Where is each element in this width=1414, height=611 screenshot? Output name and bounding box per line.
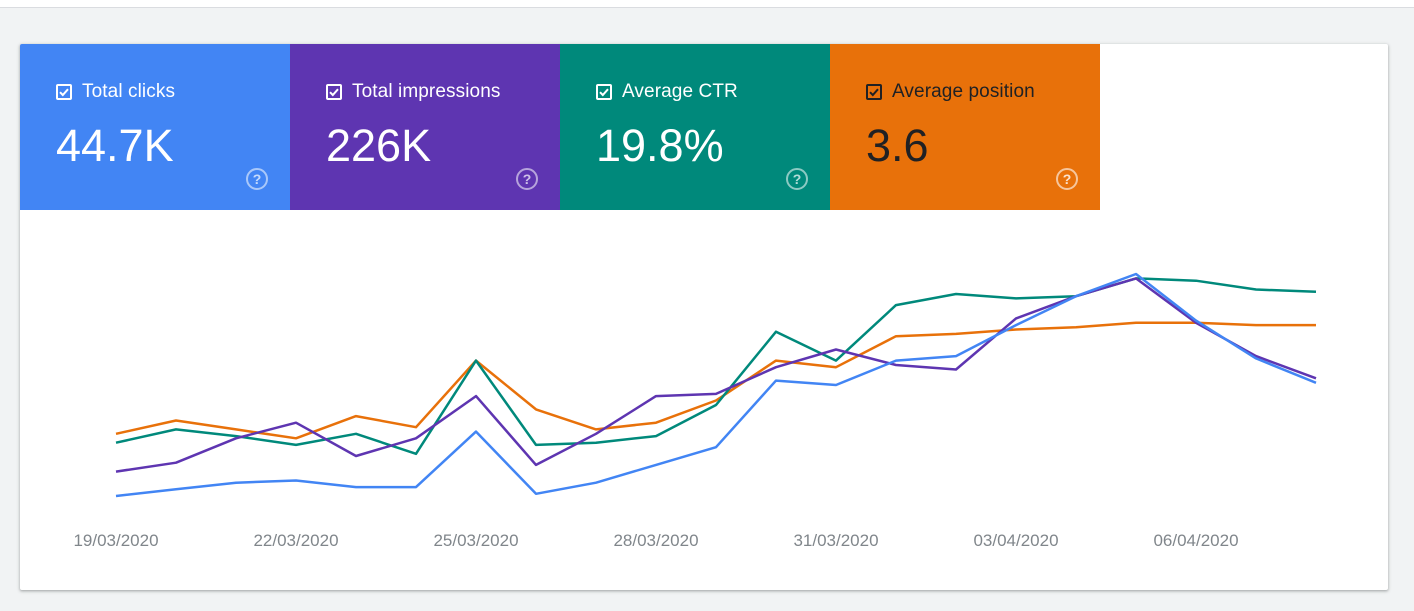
metric-tile-total-clicks[interactable]: Total clicks 44.7K ?: [20, 44, 290, 210]
metric-label: Total clicks: [82, 81, 176, 102]
metric-value: 44.7K: [56, 120, 174, 171]
series-line-total-impressions: [115, 277, 1317, 473]
metric-tiles: Total clicks 44.7K ? Total impressions 2…: [20, 44, 1100, 210]
x-tick-label: 03/04/2020: [973, 531, 1058, 550]
metric-value: 19.8%: [596, 120, 724, 171]
series-line-average-ctr: [115, 277, 1317, 456]
performance-card: 19/03/2020 22/03/2020 25/03/2020 28/03/2020…: [20, 44, 1388, 590]
x-tick-label: 25/03/2020: [433, 531, 518, 550]
checkbox-checked-icon[interactable]: [326, 84, 342, 100]
metric-value: 226K: [326, 120, 432, 171]
x-tick-label: 31/03/2020: [793, 531, 878, 550]
series-line-average-position: [115, 321, 1316, 440]
checkbox-checked-icon[interactable]: [56, 84, 72, 100]
metric-tile-total-impressions[interactable]: Total impressions 226K ?: [290, 44, 560, 210]
help-icon[interactable]: ?: [1056, 168, 1078, 190]
checkbox-checked-icon[interactable]: [596, 84, 612, 100]
x-tick-label: 22/03/2020: [253, 531, 338, 550]
metric-tile-average-position[interactable]: Average position 3.6 ?: [830, 44, 1100, 210]
metric-label: Average position: [892, 81, 1035, 102]
performance-chart: 19/03/2020 22/03/2020 25/03/2020 28/03/2020…: [73, 272, 1317, 550]
metric-value: 3.6: [866, 120, 929, 171]
metric-label: Average CTR: [622, 81, 738, 102]
metric-tile-average-ctr[interactable]: Average CTR 19.8% ?: [560, 44, 830, 210]
x-tick-label: 19/03/2020: [73, 531, 158, 550]
metric-label: Total impressions: [352, 81, 501, 102]
help-icon[interactable]: ?: [516, 168, 538, 190]
x-tick-label: 28/03/2020: [613, 531, 698, 550]
checkbox-checked-icon[interactable]: [866, 84, 882, 100]
help-icon[interactable]: ?: [246, 168, 268, 190]
x-tick-label: 06/04/2020: [1153, 531, 1238, 550]
series-line-total-clicks: [115, 272, 1317, 498]
top-bar: [0, 0, 1414, 8]
help-icon[interactable]: ?: [786, 168, 808, 190]
